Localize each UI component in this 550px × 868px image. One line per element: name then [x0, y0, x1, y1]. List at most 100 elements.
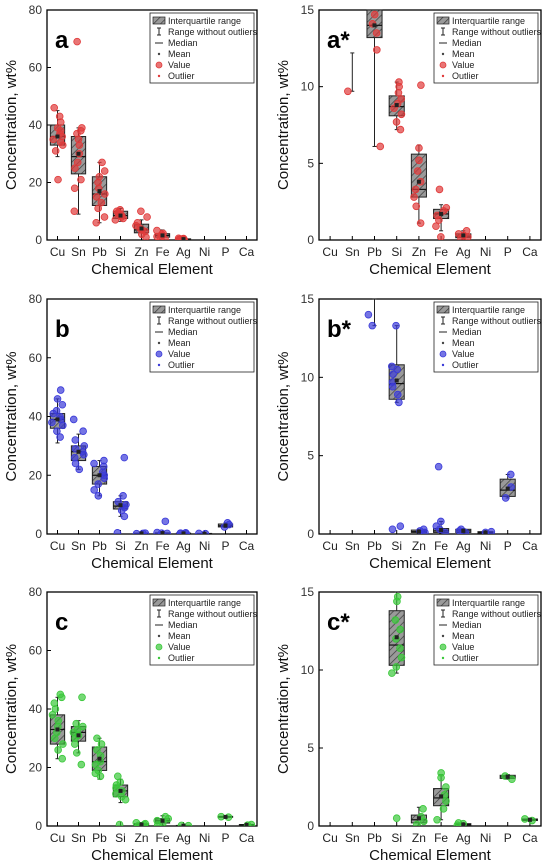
data-point-Pb	[97, 198, 106, 207]
data-point-Pb	[92, 193, 101, 201]
panel-letter: a	[55, 27, 69, 54]
x-tick-label: Sn	[71, 539, 86, 553]
data-point-Zn	[413, 167, 422, 175]
data-point-Si	[388, 362, 396, 371]
x-tick-label: Ag	[176, 831, 191, 845]
data-point-Fe	[161, 517, 170, 526]
x-tick-label: Zn	[134, 245, 148, 259]
mean-Cu	[55, 134, 60, 139]
data-point-Si	[396, 644, 404, 652]
data-point-Cu	[50, 699, 59, 707]
legend-frame	[149, 594, 255, 666]
mean-Si	[394, 378, 399, 383]
data-point-Sn	[70, 453, 79, 462]
data-point-Zn	[419, 805, 427, 813]
data-point-Ca	[247, 820, 256, 826]
x-tick-label: Fe	[434, 831, 448, 845]
data-point-Zn	[132, 529, 141, 534]
legend-frame	[149, 301, 255, 373]
data-point-Fe	[439, 805, 448, 813]
legend-dot-icon	[157, 74, 161, 78]
data-point-Ag	[462, 227, 471, 235]
data-point-Ca	[521, 815, 529, 823]
plot-area	[48, 690, 256, 826]
x-tick-label: Pb	[367, 539, 382, 553]
x-tick-label: Zn	[412, 539, 426, 553]
data-point-Fe	[437, 517, 445, 526]
data-point-Pb	[100, 213, 109, 221]
data-point-Cu	[56, 690, 65, 699]
data-point-Si	[394, 89, 403, 97]
y-tick-label: 15	[301, 585, 315, 599]
data-point-Pb	[98, 158, 106, 167]
data-point-Fe	[432, 222, 440, 231]
data-point-Sn	[70, 207, 79, 216]
y-tick-label: 20	[29, 468, 43, 482]
mean-P	[505, 486, 510, 491]
data-point-Si	[113, 772, 122, 781]
x-tick-label: Ni	[199, 539, 210, 553]
plot-frame	[318, 591, 542, 827]
mean-Zn	[416, 816, 421, 821]
mean-Fe	[439, 528, 444, 533]
mean-Zn	[139, 226, 144, 231]
y-tick-label: 60	[29, 644, 43, 658]
panel-letter: a*	[327, 27, 350, 54]
data-point-Si	[395, 78, 403, 86]
chart-panel-5: 0 5 10 15 Cu Sn Pb Si Zn Fe Ag Ni P Ca Chemical Elemen…	[275, 585, 542, 864]
y-tick-label: 80	[29, 585, 43, 599]
data-point-Cu	[48, 418, 56, 427]
data-point-Fe	[153, 226, 161, 235]
x-tick-label: P	[221, 831, 229, 845]
plot-area	[48, 386, 234, 534]
data-point-Ag	[174, 234, 183, 240]
data-point-Cu	[53, 427, 61, 435]
data-point-Sn	[77, 175, 85, 184]
y-tick-label: 60	[29, 61, 43, 75]
mean-Ca	[244, 822, 249, 826]
legend-box-icon	[152, 598, 166, 607]
legend-value-icon	[439, 643, 447, 651]
mean-Ag	[181, 531, 186, 534]
data-point-Si	[396, 625, 404, 634]
data-point-Si	[392, 814, 401, 822]
data-point-Pb	[92, 218, 101, 227]
mean-Zn	[139, 531, 144, 534]
data-point-Si	[392, 118, 401, 126]
data-point-Fe	[442, 783, 450, 791]
data-point-Zn	[417, 81, 425, 89]
legend-item-label: Range without outliers	[168, 316, 258, 326]
data-point-Pb	[373, 46, 381, 54]
y-tick-label: 0	[35, 527, 42, 541]
y-axis-label: Concentration, wt%	[275, 60, 292, 190]
data-point-Si	[120, 453, 129, 462]
y-axis-label: Concentration, wt%	[275, 644, 292, 774]
data-point-Zn	[412, 202, 421, 211]
x-tick-label: Si	[115, 539, 126, 553]
mean-Cu	[55, 727, 60, 732]
data-point-Pb	[97, 740, 106, 748]
y-tick-label: 10	[301, 370, 315, 384]
data-point-Pb	[94, 480, 103, 488]
x-tick-label: Fe	[155, 539, 169, 553]
data-point-Zn	[415, 144, 423, 152]
y-tick-label: 0	[35, 233, 42, 247]
mean-Pb	[97, 189, 102, 194]
data-point-Pb	[376, 142, 385, 151]
y-tick-label: 0	[307, 233, 314, 247]
data-point-Si	[122, 500, 130, 509]
legend-item-label: Mean	[168, 49, 191, 59]
legend-item-label: Mean	[452, 631, 475, 641]
x-tick-label: Cu	[50, 831, 65, 845]
legend-item-label: Median	[168, 620, 198, 630]
x-tick-label: P	[504, 245, 512, 259]
plot-area	[49, 37, 192, 240]
data-point-Si	[111, 216, 120, 224]
x-tick-label: P	[504, 831, 512, 845]
legend-value-icon	[439, 61, 447, 69]
mean-Fe	[439, 211, 444, 216]
data-point-Sn	[80, 442, 89, 450]
